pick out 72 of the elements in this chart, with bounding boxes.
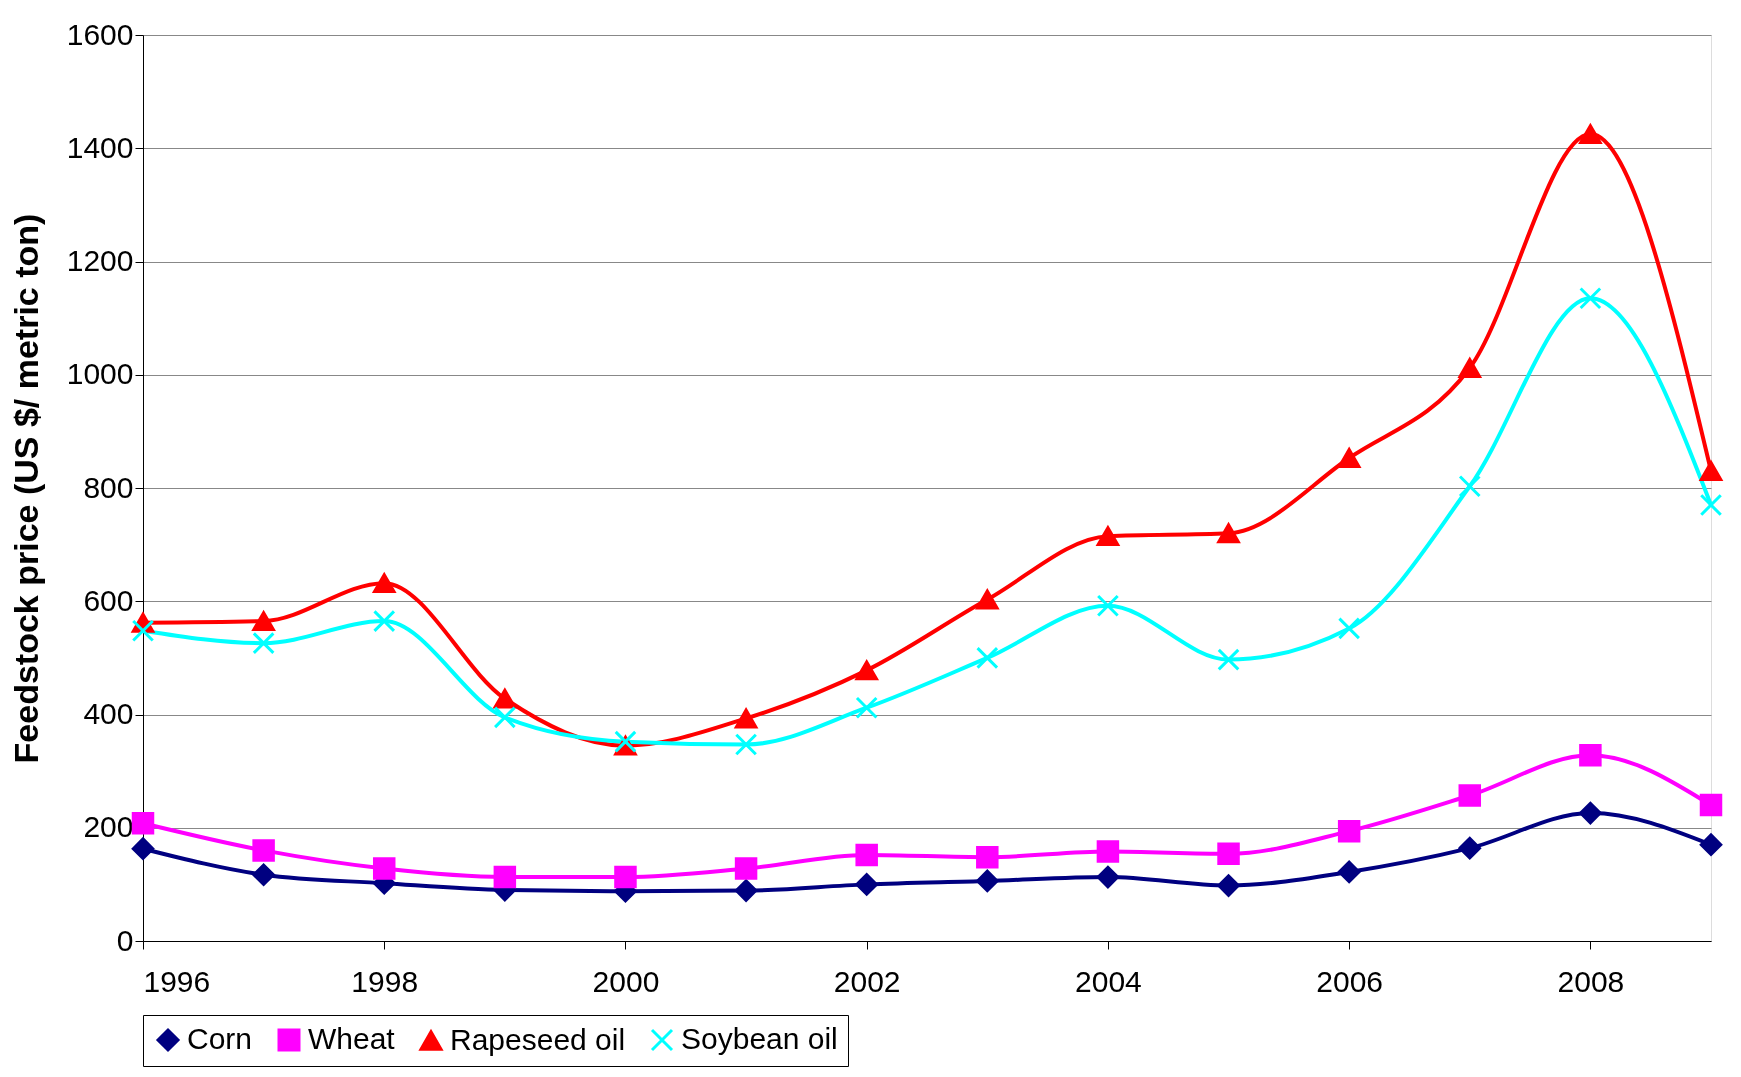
point: [1096, 840, 1120, 863]
point: [1579, 124, 1602, 145]
point: [1699, 461, 1723, 481]
point: [1699, 793, 1723, 817]
point: [1458, 836, 1482, 860]
point: [252, 611, 275, 632]
y-tick-label: 1600: [66, 17, 134, 51]
y-tick-label: 200: [83, 810, 134, 844]
point: [976, 845, 999, 869]
x-tick-label: 2004: [1075, 964, 1142, 998]
point: [614, 730, 637, 753]
point: [614, 865, 637, 889]
point: [1337, 617, 1361, 640]
point: [493, 865, 517, 889]
x-tick-label: 1996: [143, 964, 211, 998]
point: [734, 733, 758, 756]
point: [1096, 526, 1120, 547]
point: [493, 706, 517, 729]
point: [855, 696, 878, 719]
x-tick-label: 2000: [592, 964, 660, 998]
x-tick-label: 2006: [1316, 964, 1384, 998]
y-tick-label: 0: [116, 923, 134, 957]
point: [976, 869, 999, 893]
point: [1096, 865, 1120, 889]
point: [1699, 493, 1723, 517]
y-tick-label: 1000: [66, 357, 134, 391]
x-tick-label: 2008: [1557, 964, 1625, 998]
point: [1217, 874, 1240, 897]
y-tick-label: 1400: [66, 130, 134, 164]
y-tick-label: 800: [83, 470, 134, 504]
y-tick-label: 600: [83, 583, 134, 617]
point: [855, 843, 878, 867]
point: [855, 660, 878, 681]
point: [1579, 744, 1602, 767]
point: [1337, 860, 1361, 884]
point: [252, 631, 275, 655]
point: [855, 873, 878, 896]
point: [1699, 833, 1723, 856]
point: [252, 839, 275, 862]
point: [734, 857, 758, 880]
point: [1458, 358, 1482, 378]
legend-label: Wheat: [308, 1022, 396, 1055]
point: [1579, 801, 1602, 825]
point: [131, 619, 155, 642]
point: [372, 573, 396, 594]
point: [976, 589, 999, 610]
point: [1217, 648, 1240, 671]
point: [1217, 523, 1240, 544]
point: [372, 609, 396, 633]
y-axis-title: Feedstock price (US $/ metric ton): [6, 213, 45, 764]
point: [252, 863, 275, 886]
y-tick-label: 400: [83, 697, 134, 730]
point: [1458, 784, 1482, 807]
y-tick-label: 1200: [66, 244, 134, 277]
x-tick-label: 2002: [833, 964, 901, 998]
x-tick-label: 1998: [351, 964, 419, 998]
legend-label: Rapeseed oil: [450, 1022, 626, 1056]
point: [1337, 819, 1361, 843]
point: [131, 811, 155, 835]
point: [734, 879, 758, 902]
point: [734, 708, 758, 729]
point: [1217, 842, 1240, 866]
point: [131, 837, 155, 860]
point: [1096, 594, 1120, 618]
point: [493, 688, 517, 709]
legend-label: Corn: [187, 1022, 253, 1055]
point: [1337, 448, 1361, 468]
legend-label: Soybean oil: [681, 1022, 838, 1055]
point: [1458, 475, 1482, 498]
point: [976, 646, 999, 670]
point: [1579, 287, 1602, 310]
point: [372, 857, 396, 880]
